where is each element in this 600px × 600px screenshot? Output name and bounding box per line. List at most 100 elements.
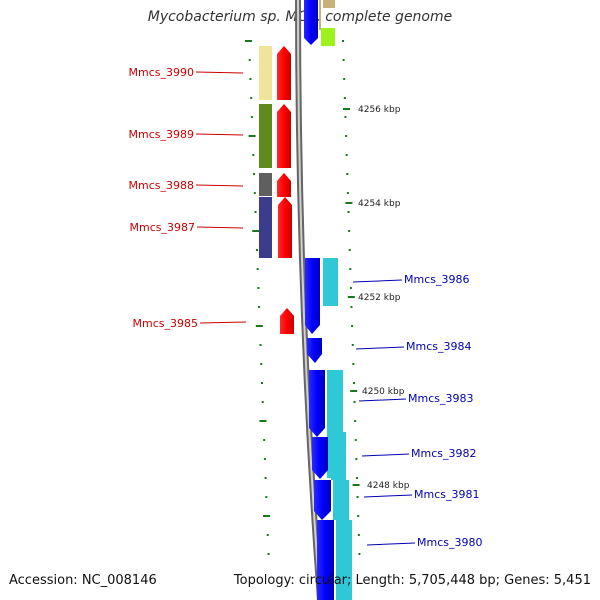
gene-arrow-mmcs-3989 bbox=[277, 104, 291, 168]
tick-mark bbox=[342, 59, 345, 61]
gene-label-mmcs-3986[interactable]: Mmcs_3986 bbox=[404, 273, 469, 286]
gene-label-mmcs-3980[interactable]: Mmcs_3980 bbox=[417, 536, 482, 549]
tick-mark bbox=[265, 496, 268, 498]
gene-arrow-mmcs-3986 bbox=[305, 258, 320, 334]
tick-mark bbox=[256, 268, 259, 270]
gene-arrow-mmcs-3983 bbox=[309, 370, 325, 437]
gene-label-mmcs-3987[interactable]: Mmcs_3987 bbox=[130, 221, 195, 234]
gene-arrow-mmcs-3985 bbox=[280, 308, 294, 334]
tick-mark bbox=[263, 439, 266, 441]
leader-line bbox=[358, 398, 407, 402]
tick-mark bbox=[259, 420, 267, 422]
topology-text: Topology: circular; Length: 5,705,448 bp… bbox=[233, 573, 591, 588]
tick-mark bbox=[255, 249, 258, 251]
tick-mark bbox=[261, 401, 264, 403]
tick-mark bbox=[255, 325, 263, 327]
tick-mark bbox=[346, 173, 349, 175]
gene-label-mmcs-3982[interactable]: Mmcs_3982 bbox=[411, 447, 476, 460]
ruler-label: 4248 kbp bbox=[367, 481, 410, 491]
tick-mark bbox=[250, 116, 253, 118]
tick-mark bbox=[253, 173, 256, 175]
gene-label-mmcs-3989[interactable]: Mmcs_3989 bbox=[129, 128, 194, 141]
tick-mark bbox=[357, 515, 360, 517]
gene-arrow-top-partial bbox=[304, 0, 318, 45]
tick-mark bbox=[267, 553, 270, 555]
leader-line bbox=[195, 133, 244, 136]
tick-mark bbox=[355, 477, 358, 479]
feature-box-mmcs-3989 bbox=[259, 104, 272, 168]
tick-mark bbox=[259, 344, 262, 346]
tick-mark bbox=[345, 135, 348, 137]
tick-mark bbox=[248, 135, 256, 137]
leader-line bbox=[352, 279, 403, 283]
feature-top-partial-2 bbox=[319, 0, 321, 30]
leader-line bbox=[199, 321, 247, 324]
tick-mark bbox=[349, 287, 352, 289]
tick-mark bbox=[354, 439, 357, 441]
tick-mark bbox=[354, 420, 357, 422]
gene-arrow-mmcs-3984 bbox=[307, 338, 322, 363]
feature-box-mmcs-3980 bbox=[336, 520, 352, 600]
tick-mark bbox=[264, 477, 267, 479]
tick-mark bbox=[348, 249, 351, 251]
tick-mark bbox=[352, 382, 355, 384]
tick-mark bbox=[352, 363, 355, 365]
tick-mark bbox=[263, 515, 271, 517]
tick-mark bbox=[348, 230, 351, 232]
tick-mark bbox=[351, 344, 354, 346]
tick-mark bbox=[257, 287, 260, 289]
gene-arrow-mmcs-3981 bbox=[314, 480, 331, 520]
tick-mark bbox=[245, 40, 252, 42]
leader-line bbox=[363, 494, 413, 498]
accession-text: Accession: NC_008146 bbox=[9, 573, 157, 588]
tick-mark bbox=[345, 154, 348, 156]
tick-mark bbox=[343, 97, 346, 99]
tick-mark bbox=[344, 116, 347, 118]
tick-mark bbox=[349, 268, 352, 270]
tick-mark bbox=[350, 306, 353, 308]
tick-mark bbox=[353, 401, 356, 403]
tick-mark bbox=[358, 553, 361, 555]
gene-arrow-mmcs-3990 bbox=[277, 46, 291, 100]
backbone-highlight bbox=[297, 0, 321, 600]
tick-mark bbox=[342, 40, 344, 42]
ruler-label: 4252 kbp bbox=[358, 293, 401, 303]
gene-label-mmcs-3981[interactable]: Mmcs_3981 bbox=[414, 488, 479, 501]
tick-mark bbox=[355, 458, 358, 460]
leader-line bbox=[366, 542, 416, 546]
tick-mark bbox=[343, 78, 346, 80]
gene-label-mmcs-3990[interactable]: Mmcs_3990 bbox=[129, 66, 194, 79]
gene-arrow-mmcs-3982 bbox=[312, 437, 328, 479]
ruler-label: 4250 kbp bbox=[362, 387, 405, 397]
gene-label-mmcs-3984[interactable]: Mmcs_3984 bbox=[406, 340, 471, 353]
tick-mark bbox=[254, 211, 257, 213]
tick-mark bbox=[260, 363, 263, 365]
feature-box-mmcs-3986 bbox=[323, 258, 338, 306]
tick-marks bbox=[245, 40, 361, 555]
feature-box-mmcs-3982 bbox=[331, 432, 346, 480]
feature-box-mmcs-3988 bbox=[259, 173, 272, 196]
tick-mark bbox=[249, 78, 252, 80]
tick-mark bbox=[252, 154, 255, 156]
gene-label-mmcs-3983[interactable]: Mmcs_3983 bbox=[408, 392, 473, 405]
gene-label-mmcs-3985[interactable]: Mmcs_3985 bbox=[133, 317, 198, 330]
tick-mark bbox=[351, 325, 354, 327]
feature-box-mmcs-3990 bbox=[259, 46, 272, 100]
tick-mark bbox=[346, 192, 349, 194]
feature-box-mmcs-3987 bbox=[259, 197, 272, 258]
leader-line bbox=[361, 453, 410, 457]
ruler-label: 4254 kbp bbox=[358, 199, 401, 209]
leader-line bbox=[195, 184, 244, 187]
leader-line bbox=[196, 226, 244, 229]
tick-mark bbox=[357, 534, 360, 536]
leader-line bbox=[355, 346, 405, 350]
tick-mark bbox=[248, 59, 251, 61]
tick-mark bbox=[258, 306, 261, 308]
gene-label-mmcs-3988[interactable]: Mmcs_3988 bbox=[129, 179, 194, 192]
ruler-label: 4256 kbp bbox=[358, 105, 401, 115]
tick-mark bbox=[252, 230, 260, 232]
tick-mark bbox=[347, 296, 355, 298]
leader-line bbox=[195, 71, 244, 74]
gene-arrow-mmcs-3980 bbox=[317, 520, 334, 600]
